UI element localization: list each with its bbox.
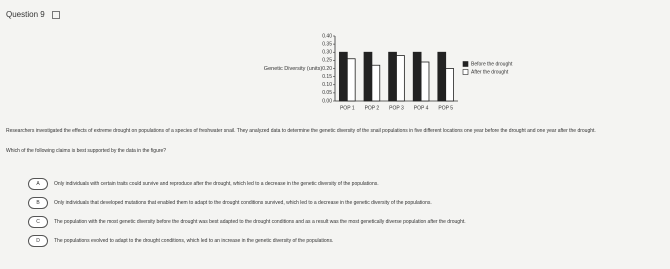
bar [420,61,430,102]
option-text: The populations evolved to adapt to the … [54,237,334,244]
bar [371,64,381,102]
y-tick-label: 0.10 [322,82,332,88]
answer-option[interactable]: B Only individuals that developed mutatio… [28,196,658,209]
y-tick-label: 0.05 [322,90,332,96]
bar [388,51,397,102]
chart: 0.00 0.05 0.10 0.15 0.20 0.25 0.30 0.35 0.40 POP … [322,33,513,111]
y-tick-label: 0.00 [322,98,332,104]
option-letter[interactable]: C [28,215,48,228]
x-tick-label: POP 1 [340,105,355,111]
y-tick-label: 0.25 [322,58,332,64]
legend-swatch [462,69,469,75]
answer-option[interactable]: D The populations evolved to adapt to the… [28,234,658,247]
bar [396,55,405,102]
flag-icon[interactable] [52,11,60,19]
option-text: The population with the most genetic div… [54,218,466,225]
passage: Researchers investigated the effects of … [6,128,596,134]
option-letter[interactable]: D [28,234,48,247]
option-letter[interactable]: B [28,196,48,209]
legend-label: Before the drought [471,61,513,67]
legend-swatch [462,61,469,67]
y-tick-label: 0.20 [322,66,332,72]
x-tick-label: POP 2 [365,105,380,111]
bar [445,68,454,102]
answer-option[interactable]: A Only individuals with certain traits co… [28,177,658,190]
x-tick-label: POP 3 [389,105,404,111]
question-text: Which of the following claims is best su… [6,148,167,154]
option-letter[interactable]: A [28,177,48,190]
y-tick-label: 0.30 [322,50,332,56]
x-tick-label: POP 5 [438,105,453,111]
answer-option[interactable]: C The population with the most genetic di… [28,215,658,228]
bar [339,51,348,102]
y-tick-label: 0.35 [322,41,332,47]
y-tick-label: 0.15 [322,74,332,80]
x-tick-label: POP 4 [414,105,429,111]
option-text: Only individuals that developed mutation… [54,199,432,206]
legend-label: After the drought [471,69,509,75]
bar [412,51,422,102]
bar [346,58,356,102]
bar [363,51,373,102]
bar [437,51,447,102]
y-tick-label: 0.40 [322,33,332,39]
option-text: Only individuals with certain traits cou… [54,180,379,187]
question-title: Question 9 [6,10,45,19]
y-axis-label: Genetic Diversity (units) [263,66,323,72]
